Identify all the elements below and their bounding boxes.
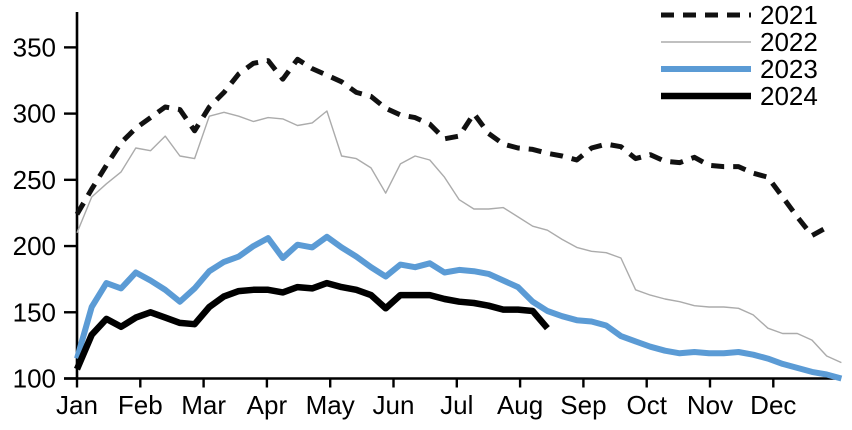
legend-swatch-2023 (661, 65, 751, 72)
y-tick-label: 100 (13, 364, 56, 394)
legend-label: 2021 (760, 0, 818, 30)
x-tick-labels: Jan Feb Mar Apr May Jun Jul Aug Sep Oct Nov Dec (56, 378, 796, 420)
legend-label: 2023 (760, 53, 818, 84)
series-line-2021 (74, 56, 828, 238)
x-tick-label: Jan (56, 390, 98, 420)
x-tick-label: Mar (181, 390, 226, 420)
legend-swatch-2022 (661, 40, 751, 43)
legend-label: 2024 (760, 80, 818, 111)
x-tick-label: May (306, 390, 355, 420)
series-line-2024 (74, 279, 550, 371)
y-tick-label: 300 (13, 99, 56, 129)
x-tick-label: Sep (560, 390, 606, 420)
x-tick-label: Jun (373, 390, 415, 420)
x-tick-label: Oct (626, 390, 667, 420)
legend-item-2022: 2022 (660, 28, 818, 55)
x-tick-label: Jul (440, 390, 473, 420)
y-tick-label: 200 (13, 231, 56, 261)
x-tick-label: Feb (118, 390, 163, 420)
legend-swatch-2021 (661, 12, 751, 17)
y-tick-label: 150 (13, 297, 56, 327)
legend-label: 2022 (760, 26, 818, 57)
x-tick-label: Nov (687, 390, 733, 420)
legend-item-2023: 2023 (660, 55, 818, 82)
series-2022 (76, 110, 842, 364)
y-tick-label: 250 (13, 165, 56, 195)
x-tick-label: Dec (750, 390, 796, 420)
x-tick-label: Apr (247, 390, 288, 420)
series-line-2023 (74, 233, 843, 382)
legend-item-2024: 2024 (660, 82, 818, 109)
legend: 2021 2022 2023 2024 (660, 1, 818, 109)
series-2023 (74, 233, 843, 382)
x-tick-label: Aug (497, 390, 543, 420)
series-2024 (74, 279, 550, 371)
y-tick-labels: 100 150 200 250 300 350 (13, 32, 77, 394)
legend-swatch-2024 (661, 92, 751, 99)
series-line-2022 (76, 110, 842, 364)
legend-item-2021: 2021 (660, 1, 818, 28)
y-tick-label: 350 (13, 32, 56, 62)
series-2021 (74, 56, 828, 238)
axes (64, 12, 835, 380)
